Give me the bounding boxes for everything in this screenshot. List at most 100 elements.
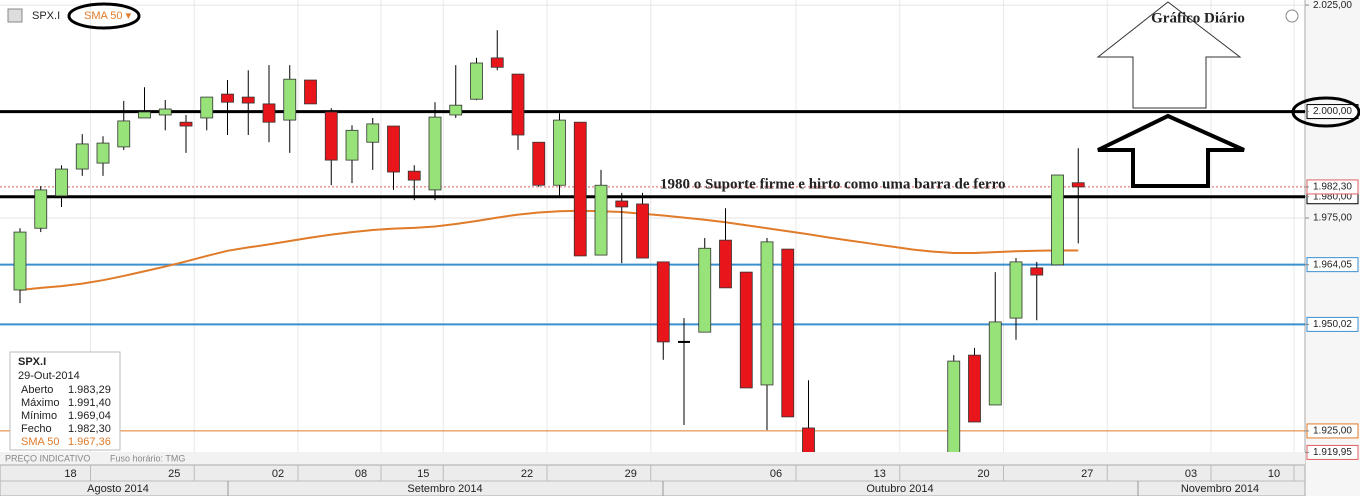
level-lines <box>0 110 1305 452</box>
candle-body <box>1071 182 1085 188</box>
candle-body <box>387 125 400 173</box>
month-label: Setembro 2014 <box>407 483 482 495</box>
y-tick-label: 1.980,00 <box>1313 191 1352 202</box>
info-label: Mínimo <box>21 410 57 422</box>
chart-label: Gráfico Diário <box>1151 10 1245 26</box>
x-tick-label: 06 <box>770 468 782 480</box>
candle-body <box>75 143 89 170</box>
month-label: Novembro 2014 <box>1181 483 1259 495</box>
x-tick-label: 25 <box>168 468 180 480</box>
outline-arrow <box>1096 1 1242 109</box>
candle-body <box>947 360 961 452</box>
symbol: SPX.I <box>32 10 60 22</box>
candle-body <box>573 121 587 257</box>
candle-body <box>241 96 255 104</box>
candle-body <box>55 168 68 197</box>
grid <box>0 0 1305 452</box>
info-value: 1.982,30 <box>68 423 111 435</box>
candle-body <box>615 200 629 208</box>
candle-body <box>511 73 525 136</box>
candle-body <box>802 427 815 452</box>
candle-body <box>138 111 151 119</box>
y-tick-label: 2.025,00 <box>1313 0 1352 11</box>
sma-line <box>19 209 1079 291</box>
y-tick-label: 1.982,30 <box>1313 182 1352 193</box>
candle-body <box>221 93 234 103</box>
candle-body <box>781 248 795 418</box>
candle-body <box>449 104 463 116</box>
candle-body <box>988 321 1002 406</box>
candle-body <box>470 62 483 100</box>
x-tick-label: 15 <box>417 468 429 480</box>
candle-body <box>366 123 380 143</box>
x-tick-label: 02 <box>272 468 284 480</box>
indicator-button[interactable]: SMA 50 ▾ <box>84 10 132 22</box>
footer-band <box>0 452 1305 465</box>
info-box: SPX.I 29-Out-2014 Aberto 1.983,29 Máximo 1.… <box>9 351 121 451</box>
info-label: Máximo <box>21 397 60 409</box>
candle-body <box>34 189 48 229</box>
candle-body <box>200 96 214 119</box>
y-axis-panel <box>1305 0 1360 496</box>
candle-body <box>760 241 774 386</box>
month-label: Outubro 2014 <box>866 483 933 495</box>
x-tick-label: 13 <box>874 468 886 480</box>
highlight-ellipse <box>1291 96 1360 128</box>
candle-body <box>719 239 732 289</box>
x-axis: 18 25 02 08 15 22 29 06 13 20 27 03 10 <box>64 465 1295 481</box>
candle-body <box>553 119 566 186</box>
x-tick-label: 22 <box>521 468 533 480</box>
candle-body <box>96 142 110 164</box>
bold-arrow <box>1097 113 1245 188</box>
info-box-frame <box>9 351 121 451</box>
candle-body <box>532 141 546 186</box>
candle-body <box>179 121 193 127</box>
month-label: Agosto 2014 <box>87 483 149 495</box>
x-tick-label: 20 <box>977 468 989 480</box>
x-tick-label: 29 <box>625 468 637 480</box>
candle-body <box>698 247 712 333</box>
y-tick-label: 1.950,02 <box>1313 319 1352 330</box>
highlight-ellipse <box>67 2 141 30</box>
candle-body <box>428 116 442 191</box>
candle-body <box>1030 267 1044 276</box>
info-label: Fecho <box>21 423 52 435</box>
candle-body <box>739 271 753 389</box>
info-value: 1.983,29 <box>68 384 111 396</box>
info-label: Aberto <box>21 384 53 396</box>
y-tick-label: 1.975,00 <box>1313 213 1352 224</box>
candle-body <box>304 79 317 105</box>
x-tick-label: 18 <box>64 468 76 480</box>
clock-icon[interactable] <box>1285 9 1299 23</box>
candle-body <box>636 203 649 259</box>
candle-body <box>656 261 670 343</box>
y-tick-label: 1.925,00 <box>1313 426 1352 437</box>
footer-timezone: Fuso horário: TMG <box>110 453 185 463</box>
x-tick-label: 27 <box>1081 468 1093 480</box>
x-tick-label: 03 <box>1185 468 1197 480</box>
y-tick-label: 1.919,95 <box>1313 447 1352 458</box>
footer-label: PREÇO INDICATIVO <box>5 453 90 463</box>
info-date: 29-Out-2014 <box>18 370 80 382</box>
info-title: SPX.I <box>18 356 46 368</box>
candle-body <box>968 354 981 423</box>
y-tick-label: 2.000,00 <box>1313 106 1352 117</box>
annotation: 1980 o Suporte firme e hirto como uma ba… <box>660 176 1005 192</box>
candle-body <box>407 170 421 181</box>
symbol-icon[interactable] <box>7 8 23 23</box>
info-value: 1.991,40 <box>68 397 111 409</box>
info-value: 1.969,04 <box>68 410 111 422</box>
candle-body <box>158 108 172 116</box>
y-tick-label: 1.964,05 <box>1313 259 1352 270</box>
candles <box>13 30 1085 452</box>
candle-body <box>490 57 504 68</box>
candle-body <box>1051 174 1064 266</box>
info-value: 1.967,36 <box>68 436 111 448</box>
candle-body <box>13 231 27 291</box>
candle-body <box>594 184 608 256</box>
y-axis: 2.025,00 2.000,00 1.980,001.982,30 1.975,00… <box>1305 0 1359 460</box>
candle-body <box>283 78 297 121</box>
candle-body <box>117 120 131 148</box>
candle-body <box>1009 261 1023 319</box>
x-tick-label: 10 <box>1268 468 1280 480</box>
